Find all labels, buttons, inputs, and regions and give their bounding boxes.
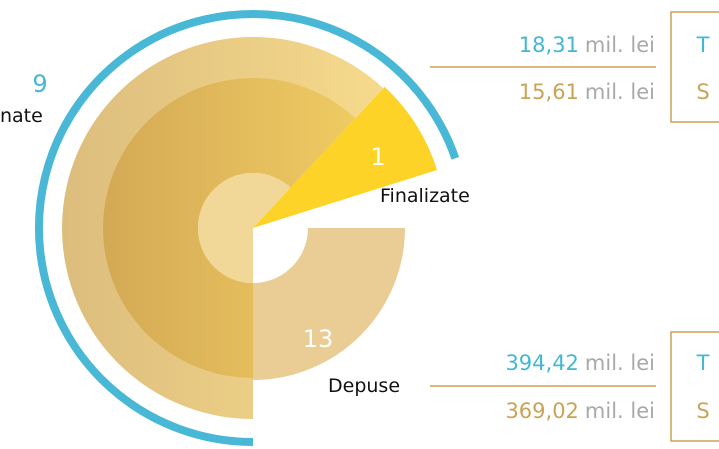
unit: mil. lei	[585, 33, 655, 57]
key-box	[670, 11, 719, 123]
amount-row: 369,02 mil. lei	[505, 399, 655, 423]
amount: 18,31	[519, 33, 579, 57]
key: S	[696, 80, 709, 104]
segment-label: nate	[0, 105, 43, 127]
amount-row: 394,42 mil. lei	[505, 351, 655, 375]
unit: mil. lei	[585, 399, 655, 423]
unit: mil. lei	[585, 80, 655, 104]
key: T	[696, 351, 710, 375]
segment-label: Finalizate	[380, 185, 470, 207]
key-box	[670, 331, 719, 442]
amount: 15,61	[519, 80, 579, 104]
amount: 394,42	[505, 351, 578, 375]
segment-value: 1	[370, 143, 385, 171]
unit: mil. lei	[585, 351, 655, 375]
amount-row: 15,61 mil. lei	[519, 80, 655, 104]
amount: 369,02	[505, 399, 578, 423]
center-disc	[197, 173, 291, 284]
segment-value: 13	[303, 325, 334, 353]
finalizate-sector	[253, 86, 438, 229]
amount-row: 18,31 mil. lei	[519, 33, 655, 57]
segment-value: 9	[32, 70, 47, 98]
key: T	[696, 33, 710, 57]
segment-label: Depuse	[328, 375, 400, 397]
outer-arc	[35, 10, 460, 446]
key: S	[696, 399, 709, 423]
